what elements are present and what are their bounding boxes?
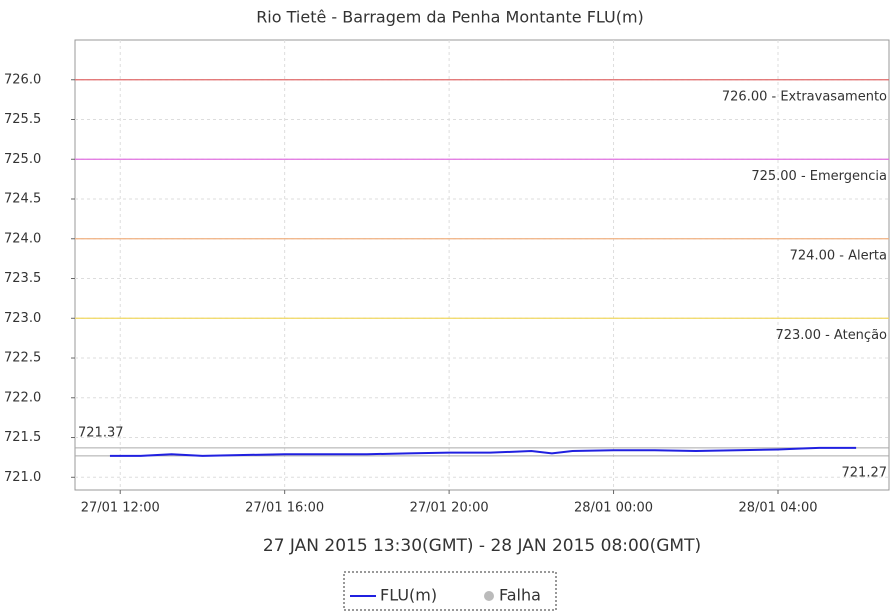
y-tick-label: 723.5 — [4, 271, 41, 286]
legend-swatch — [484, 591, 494, 601]
x-tick-label: 28/01 04:00 — [738, 501, 817, 516]
y-tick-label: 721.5 — [4, 430, 41, 445]
y-tick-label: 726.0 — [4, 72, 41, 87]
y-tick-label: 725.0 — [4, 152, 41, 167]
x-tick-label: 28/01 00:00 — [574, 501, 653, 516]
chart-title: Rio Tietê - Barragem da Penha Montante F… — [256, 8, 644, 27]
y-tick-label: 723.0 — [4, 311, 41, 326]
y-tick-label: 722.0 — [4, 390, 41, 405]
threshold-label: 723.00 - Atenção — [775, 328, 887, 343]
plot-area — [74, 39, 890, 491]
legend-label: FLU(m) — [380, 586, 437, 605]
reference-label: 721.27 — [842, 465, 888, 480]
y-tick-label: 722.5 — [4, 351, 41, 366]
y-tick-label: 724.0 — [4, 231, 41, 246]
x-tick-label: 27/01 20:00 — [410, 501, 489, 516]
y-tick-label: 725.5 — [4, 112, 41, 127]
legend-box — [343, 571, 557, 611]
reference-label: 721.37 — [78, 425, 124, 440]
x-tick-label: 27/01 16:00 — [245, 501, 324, 516]
x-tick-label: 27/01 12:00 — [81, 501, 160, 516]
legend-label: Falha — [499, 586, 541, 605]
threshold-label: 724.00 - Alerta — [790, 248, 887, 263]
x-axis-label: 27 JAN 2015 13:30(GMT) - 28 JAN 2015 08:… — [263, 536, 701, 556]
data-line — [109, 446, 857, 457]
y-tick-label: 724.5 — [4, 192, 41, 207]
threshold-label: 725.00 - Emergencia — [751, 169, 887, 184]
threshold-label: 726.00 - Extravasamento — [722, 89, 887, 104]
y-tick-label: 721.0 — [4, 470, 41, 485]
